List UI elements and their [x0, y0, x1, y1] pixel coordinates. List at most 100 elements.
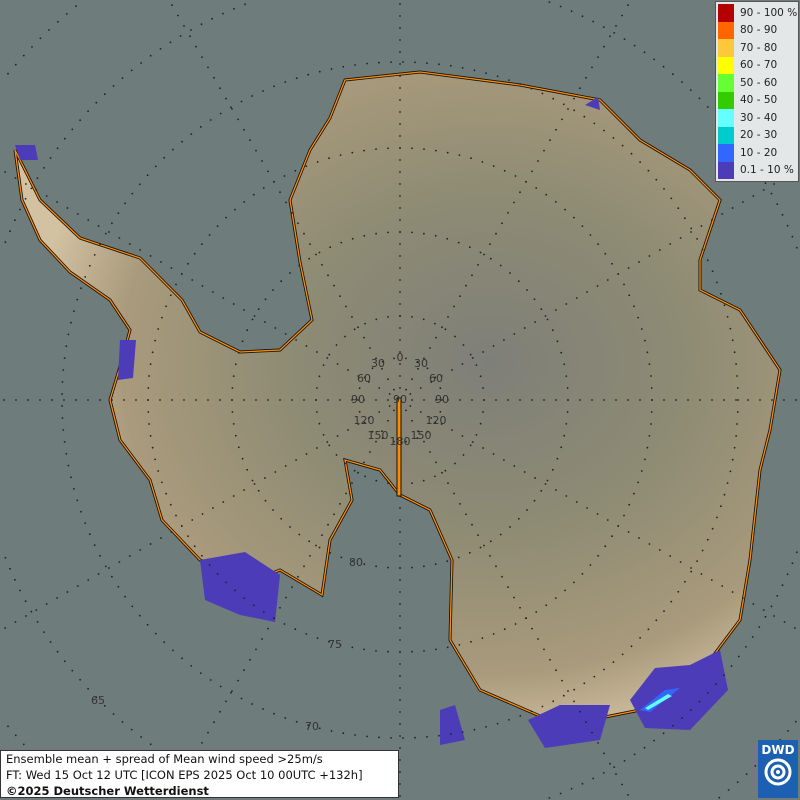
latitude-circle-dot: [745, 773, 748, 775]
wind-area-30-40: [645, 694, 672, 710]
latitude-circle-dot: [49, 641, 52, 643]
meridian-dot: [399, 255, 401, 257]
latitude-circle-dot: [351, 237, 354, 240]
latitude-circle-dot: [111, 222, 113, 225]
latitude-circle-dot: [208, 234, 211, 236]
latitude-circle-dot: [149, 363, 152, 365]
latitude-circle-dot: [640, 470, 643, 472]
meridian-dot: [253, 483, 256, 485]
latitude-circle-dot: [112, 85, 115, 87]
logo-text: DWD: [761, 743, 795, 757]
meridian-dot: [56, 597, 58, 599]
meridian-dot: [232, 303, 235, 305]
meridian-dot: [393, 409, 395, 412]
latitude-circle-dot: [426, 367, 429, 370]
meridian-dot: [295, 339, 297, 341]
latitude-circle-dot: [88, 533, 91, 536]
meridian-dot: [201, 285, 204, 287]
meridian-dot: [492, 453, 495, 455]
meridian-dot: [399, 555, 401, 557]
meridian-dot: [51, 399, 53, 401]
latitude-circle-dot: [546, 318, 549, 321]
meridian-dot: [387, 399, 389, 401]
latitude-circle-dot: [556, 340, 559, 343]
latitude-circle-dot: [623, 283, 625, 286]
latitude-circle-dot: [19, 589, 21, 592]
meridian-dot: [573, 700, 575, 703]
wind-area-peninsula-tip: [15, 145, 38, 160]
meridian-dot: [690, 231, 692, 233]
meridian-dot: [411, 399, 413, 401]
meridian-dot: [315, 544, 317, 547]
latitude-circle-dot: [295, 720, 298, 723]
latitude-circle-dot: [335, 454, 338, 456]
meridian-dot: [544, 483, 547, 485]
latitude-circle-dot: [262, 90, 264, 92]
meridian-dot: [4, 627, 6, 629]
meridian-dot: [399, 579, 401, 581]
latitude-circle-dot: [611, 262, 613, 265]
latitude-circle-dot: [499, 264, 502, 267]
latitude-circle-dot: [434, 421, 437, 424]
meridian-dot: [519, 606, 521, 609]
latitude-circle-dot: [517, 517, 520, 520]
latitude-circle-dot: [473, 69, 476, 72]
meridian-dot: [336, 435, 339, 437]
latitude-circle-dot: [426, 62, 428, 64]
latitude-circle-dot: [342, 65, 345, 68]
latitude-circle-dot: [492, 165, 495, 168]
meridian-dot: [45, 195, 48, 197]
latitude-circle-dot: [201, 243, 203, 246]
latitude-circle-dot: [358, 410, 361, 413]
meridian-dot: [523, 471, 526, 473]
latitude-circle-dot: [151, 446, 154, 449]
lon-label: 0: [397, 351, 404, 364]
latitude-circle-dot: [172, 649, 174, 652]
meridian-dot: [669, 243, 672, 245]
latitude-circle-dot: [681, 717, 683, 719]
latitude-circle-dot: [776, 595, 779, 597]
meridian-dot: [149, 543, 152, 545]
meridian-dot: [253, 315, 256, 317]
latitude-circle-dot: [387, 231, 389, 234]
latitude-circle-dot: [30, 187, 33, 190]
latitude-circle-dot: [735, 363, 737, 365]
latitude-circle-dot: [552, 700, 555, 703]
latitude-circle-dot: [468, 246, 471, 249]
meridian-dot: [87, 579, 90, 581]
meridian-dot: [295, 459, 297, 461]
meridian-dot: [795, 399, 797, 401]
meridian-dot: [399, 783, 401, 785]
meridian-dot: [399, 747, 401, 749]
meridian-dot: [378, 387, 381, 389]
latitude-circle-dot: [241, 457, 244, 460]
meridian-dot: [658, 549, 661, 551]
latitude-circle-dot: [690, 227, 693, 230]
meridian-dot: [441, 471, 443, 474]
meridian-dot: [429, 347, 431, 349]
info-box: Ensemble mean + spread of Mean wind spee…: [0, 750, 399, 798]
meridian-dot: [531, 627, 533, 630]
legend-swatch: [718, 39, 734, 57]
latitude-circle-dot: [375, 148, 377, 151]
latitude-circle-dot: [737, 655, 740, 658]
latitude-circle-dot: [251, 95, 254, 97]
meridian-dot: [399, 99, 401, 101]
latitude-circle-dot: [426, 736, 428, 738]
latitude-circle-dot: [390, 737, 392, 739]
graticule: [3, 1, 798, 799]
latitude-circle-dot: [154, 165, 157, 168]
meridian-dot: [465, 284, 467, 287]
latitude-circle-dot: [294, 628, 297, 631]
latitude-circle-dot: [62, 369, 65, 371]
latitude-circle-dot: [454, 462, 456, 465]
latitude-circle-dot: [76, 499, 79, 502]
latitude-circle-dot: [375, 318, 378, 321]
latitude-circle-dot: [63, 357, 66, 359]
latitude-circle-dot: [124, 202, 126, 205]
meridian-dot: [575, 297, 578, 299]
latitude-circle-dot: [232, 423, 235, 425]
meridian-dot: [537, 160, 539, 162]
latitude-circle-dot: [61, 417, 64, 419]
meridian-dot: [482, 447, 484, 449]
